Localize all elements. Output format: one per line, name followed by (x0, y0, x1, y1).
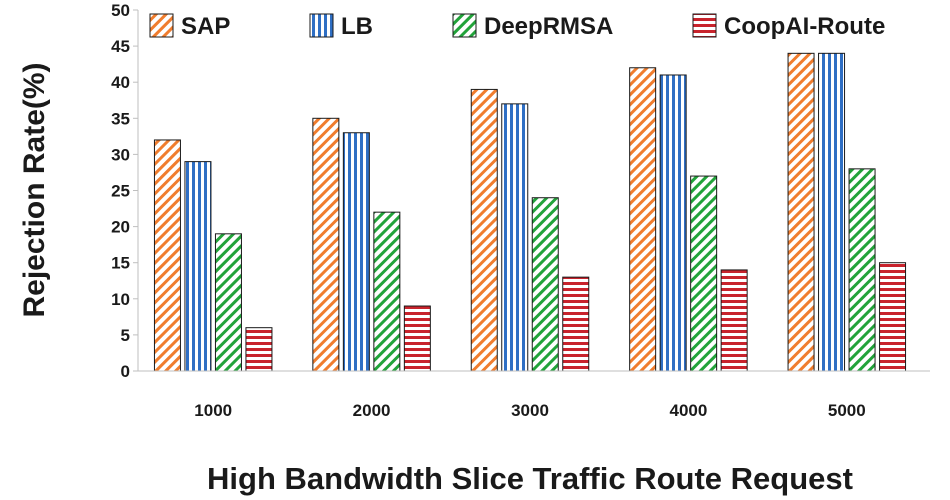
y-tick-label: 45 (111, 37, 130, 56)
y-tick-label: 30 (111, 145, 130, 164)
bar-sap-4000 (629, 67, 657, 372)
bar-coopai-route-5000 (879, 262, 907, 372)
bar-lb-1000 (184, 161, 212, 372)
y-tick-label: 40 (111, 73, 130, 92)
legend-item-sap: SAP (149, 13, 230, 40)
x-tick-label: 3000 (511, 401, 549, 420)
bar-coopai-route-1000 (245, 327, 273, 372)
legend-label: SAP (181, 13, 230, 40)
legend: SAP LB DeepRMSA CoopAI-Route (149, 13, 885, 40)
y-tick-label: 50 (111, 1, 130, 20)
bar-lb-2000 (342, 132, 370, 372)
y-tick-label: 0 (121, 362, 130, 381)
y-tick-label: 10 (111, 290, 130, 309)
x-tick-label: 4000 (669, 401, 707, 420)
y-tick-label: 20 (111, 218, 130, 237)
y-axis-ticks: 0 5 10 15 20 25 30 35 40 45 50 (111, 1, 138, 381)
bar-sap-3000 (470, 88, 498, 372)
legend-swatch (452, 13, 477, 38)
legend-swatch (692, 13, 717, 38)
bar-coopai-route-4000 (720, 269, 748, 372)
bar-sap-2000 (312, 117, 340, 372)
bar-deeprmsa-2000 (373, 211, 401, 372)
bar-lb-3000 (501, 103, 529, 372)
bar-sap-1000 (153, 139, 181, 372)
bar-coopai-route-3000 (562, 276, 590, 372)
x-axis-label: High Bandwidth Slice Traffic Route Reque… (207, 461, 853, 496)
bar-deeprmsa-5000 (848, 168, 876, 372)
bar-deeprmsa-4000 (690, 175, 718, 372)
y-axis-label: Rejection Rate(%) (18, 62, 51, 317)
legend-item-deeprmsa: DeepRMSA (452, 13, 613, 40)
legend-swatch (149, 13, 174, 38)
bar-lb-5000 (818, 52, 846, 372)
bar-coopai-route-2000 (403, 305, 431, 372)
y-tick-label: 25 (111, 182, 130, 201)
bar-deeprmsa-1000 (214, 233, 242, 372)
bar-lb-4000 (659, 74, 687, 372)
bars (153, 52, 907, 372)
x-tick-label: 1000 (194, 401, 232, 420)
legend-label: LB (341, 13, 373, 40)
x-tick-label: 2000 (353, 401, 391, 420)
bar-deeprmsa-3000 (531, 197, 559, 372)
legend-label: DeepRMSA (484, 13, 613, 40)
y-tick-label: 35 (111, 109, 130, 128)
legend-item-coopai-route: CoopAI-Route (692, 13, 885, 40)
y-tick-label: 15 (111, 254, 130, 273)
legend-item-lb: LB (309, 13, 373, 40)
bar-sap-5000 (787, 52, 815, 372)
x-tick-label: 5000 (828, 401, 866, 420)
legend-label: CoopAI-Route (724, 13, 885, 40)
legend-swatch (309, 13, 334, 38)
y-tick-label: 5 (121, 326, 130, 345)
x-axis-ticks: 1000 2000 3000 4000 5000 (194, 401, 865, 420)
